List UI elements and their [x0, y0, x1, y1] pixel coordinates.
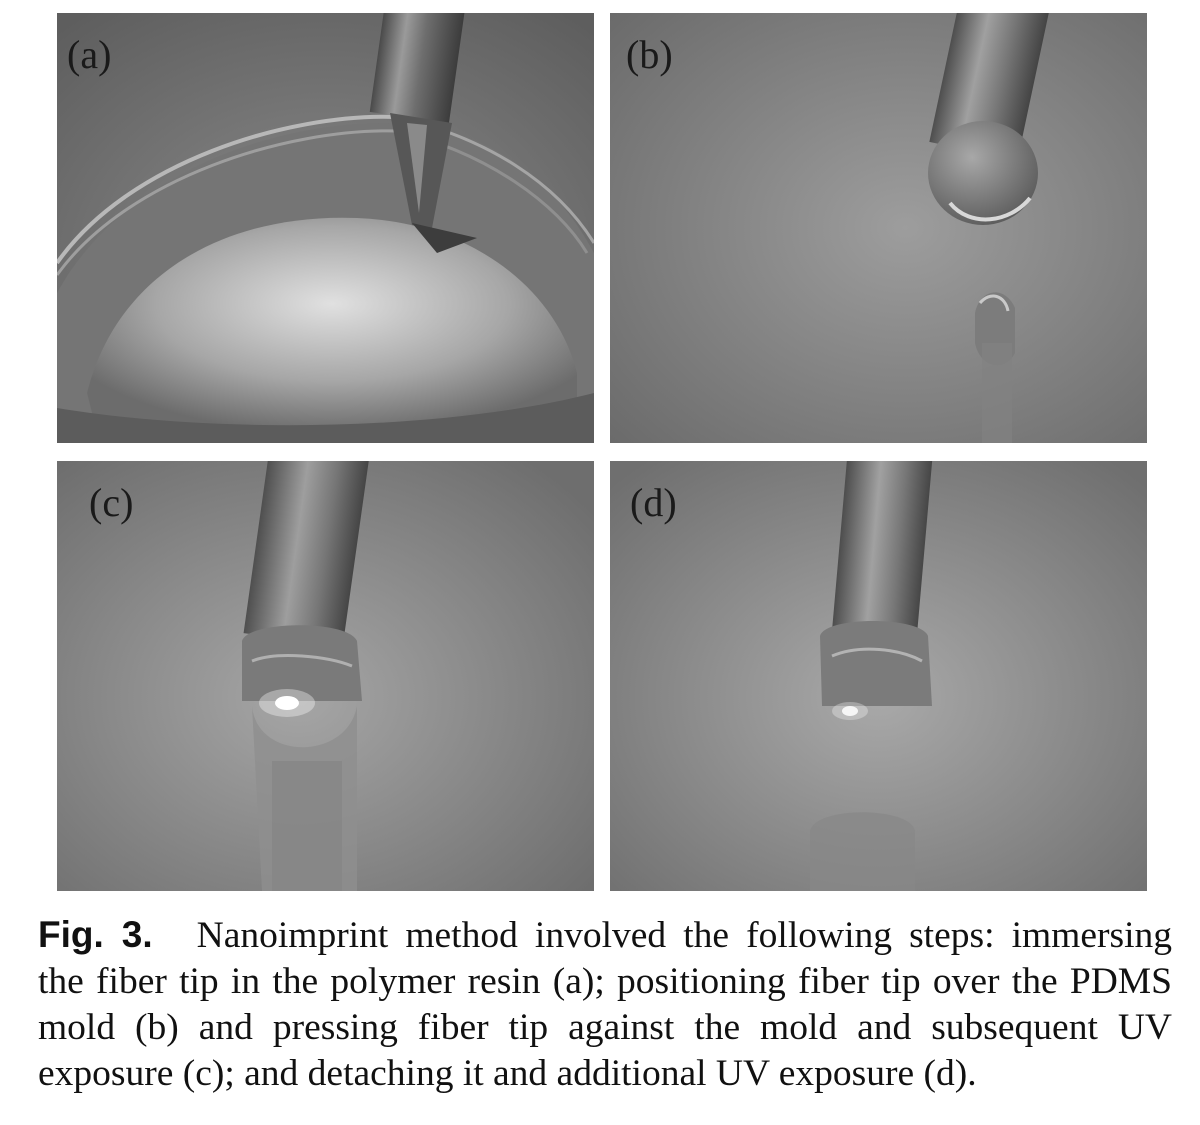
panel-c-image: (c) [57, 461, 594, 891]
panel-d-image: (d) [610, 461, 1147, 891]
caption-text: Nanoimprint method involved the followin… [38, 915, 1172, 1094]
caption-label: Fig. 3. [38, 914, 153, 955]
panel-a-label: (a) [67, 32, 112, 77]
panel-d-photo [610, 461, 1147, 891]
figure-caption: Fig. 3. Nanoimprint method involved the f… [38, 912, 1172, 1097]
panel-b-label: (b) [626, 32, 673, 77]
panel-b-photo [610, 13, 1147, 443]
figure-grid: (a) [57, 13, 1147, 891]
panel-c-photo [57, 461, 594, 891]
panel-c-label: (c) [89, 480, 134, 525]
panel-a-image: (a) [57, 13, 594, 443]
panel-d-label: (d) [630, 480, 677, 525]
panel-a-photo [57, 13, 594, 443]
panel-b-image: (b) [610, 13, 1147, 443]
